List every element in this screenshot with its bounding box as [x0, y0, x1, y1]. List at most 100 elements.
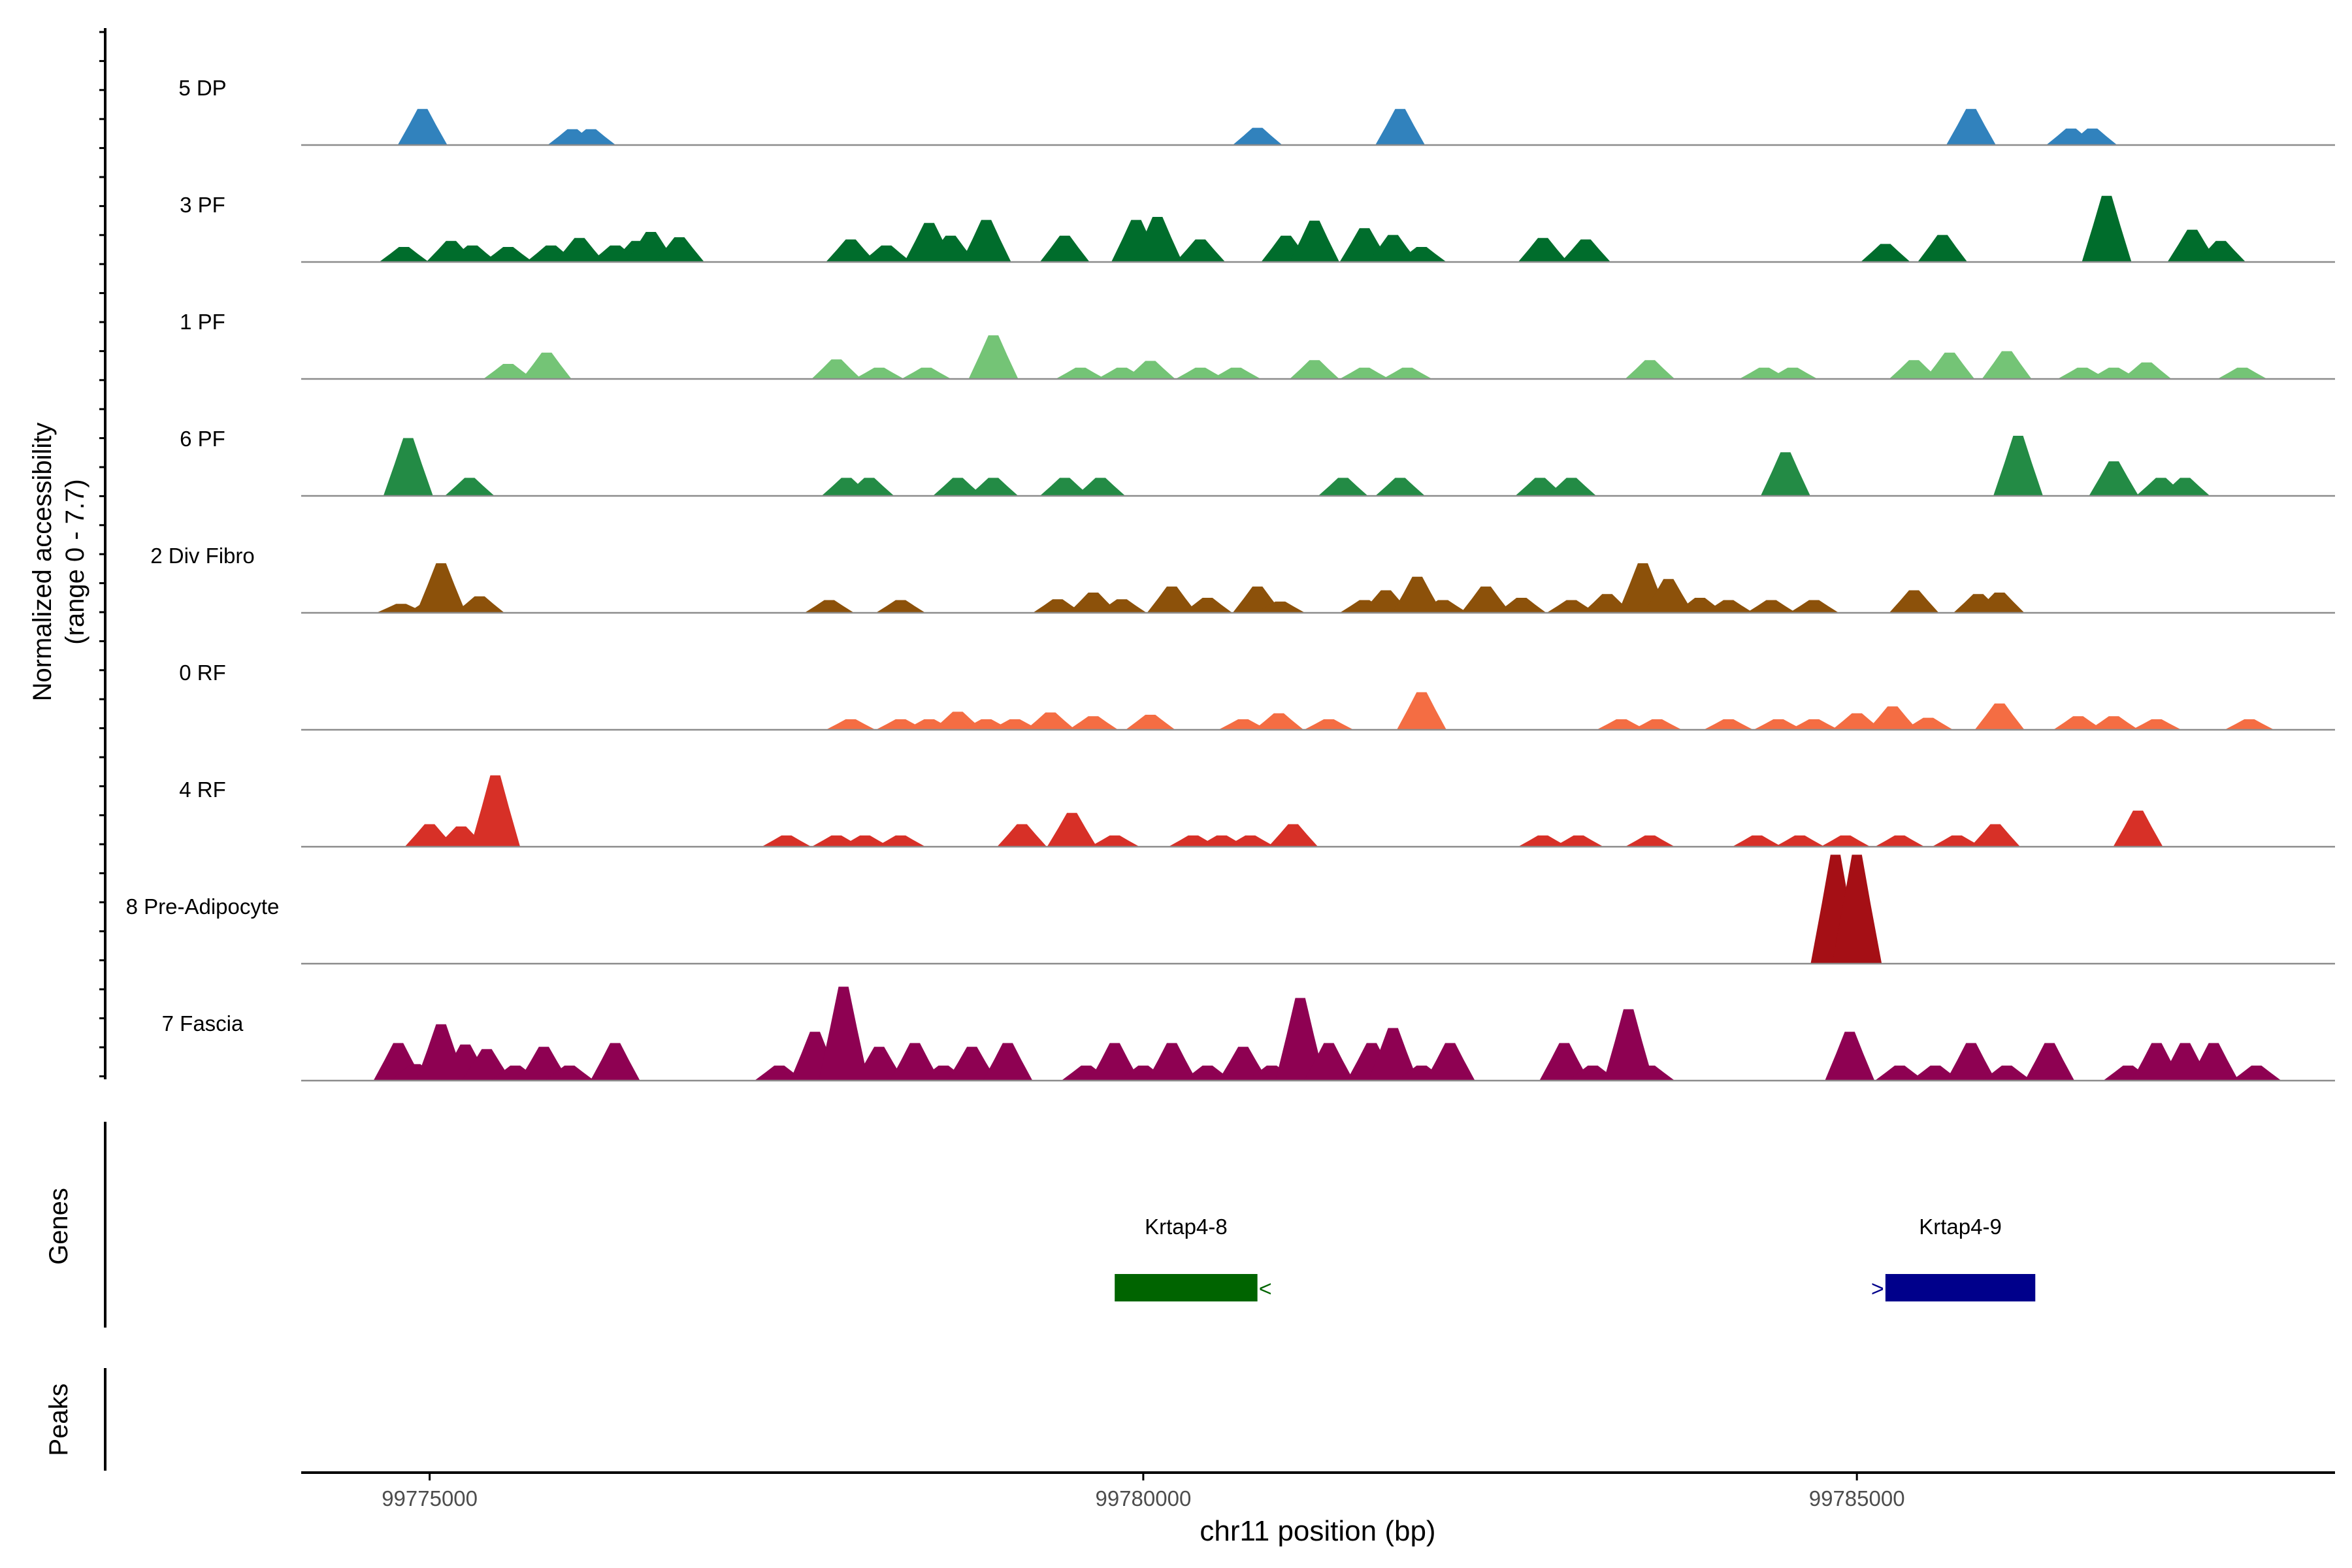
gene-track: < Krtap4-8 > Krtap4-9	[1115, 1215, 2036, 1301]
coverage-peak	[1874, 835, 1925, 847]
coverage-peak	[926, 235, 975, 262]
y-axis-ticks	[99, 31, 105, 1077]
coverage-peak	[1554, 835, 1604, 847]
strand-arrow-icon: >	[1871, 1277, 1884, 1301]
coverage-peak	[1396, 247, 1446, 262]
coverage-peak	[1754, 719, 1803, 730]
track-label: 2 Div Fibro	[150, 544, 255, 568]
coverage-peak	[1974, 703, 2025, 730]
track-6-pf: 6 PF	[180, 427, 2335, 497]
gene-krtap4-9: > Krtap4-9	[1871, 1215, 2036, 1301]
coverage-peak	[1925, 352, 1975, 379]
coverage-peak	[448, 245, 498, 262]
coverage-peak	[854, 367, 904, 379]
gene-body	[1115, 1274, 1258, 1301]
coverage-peak	[1774, 835, 1825, 847]
coverage-peak	[590, 1043, 640, 1081]
coverage-peak	[1125, 715, 1175, 730]
coverage-peak	[2189, 1043, 2239, 1081]
coverage-peak	[1290, 220, 1339, 262]
coverage-peak	[1290, 360, 1339, 379]
track-7-fascia: 7 Fascia	[162, 987, 2335, 1082]
coverage-peak	[1518, 238, 1568, 262]
track-0-rf: 0 RF	[179, 661, 2335, 731]
coverage-peak	[1255, 601, 1305, 613]
coverage-peak	[1375, 108, 1426, 145]
coverage-peak	[1303, 1043, 1354, 1081]
coverage-peak	[990, 719, 1040, 730]
coverage-peak	[2089, 461, 2139, 496]
coverage-peak	[1974, 593, 2025, 613]
coverage-peak	[1582, 594, 1632, 613]
coverage-peak	[566, 129, 616, 145]
coverage-peak	[1068, 716, 1119, 730]
coverage-peak	[2231, 1066, 2281, 1081]
track-label: 3 PF	[180, 193, 225, 217]
coverage-peak	[1732, 835, 1782, 847]
coverage-peak	[1396, 692, 1446, 730]
coverage-peak	[1982, 1066, 2032, 1081]
track-8-pre-adipocyte: 8 Pre-Adipocyte	[126, 855, 2335, 965]
coverage-peak	[2196, 240, 2246, 262]
coverage-peak	[1225, 835, 1275, 847]
track-1-pf: 1 PF	[180, 310, 2335, 380]
coverage-tracks: 5 DP 3 PF 1 PF 6 PF 2 Div Fibro 0 RF 4 RF 8 Pre…	[126, 76, 2335, 1082]
coverage-peak	[1970, 824, 2021, 847]
track-label: 6 PF	[180, 427, 225, 451]
coverage-peak	[811, 359, 862, 379]
coverage-peak	[1946, 108, 1996, 145]
coverage-peak	[1032, 599, 1083, 613]
coverage-peak	[875, 600, 926, 613]
coverage-peak	[1767, 367, 1818, 379]
coverage-peak	[1368, 235, 1418, 262]
coverage-peak	[2217, 367, 2267, 379]
coverage-peak	[1918, 235, 1968, 262]
coverage-peak	[1268, 824, 1318, 847]
track-label: 0 RF	[179, 661, 226, 685]
coverage-peak	[1183, 1066, 1233, 1081]
y-axis-title-line1: Normalized accessibility	[28, 423, 57, 702]
coverage-peak	[997, 824, 1047, 847]
coverage-peak	[826, 239, 876, 262]
coverage-peak	[1025, 712, 1075, 730]
genes-panel-label: Genes	[44, 1188, 73, 1265]
coverage-peak	[1055, 367, 1105, 379]
coverage-peak	[844, 478, 894, 496]
coverage-peak	[1889, 360, 1939, 379]
gene-label: Krtap4-8	[1145, 1215, 1228, 1239]
coverage-peak	[901, 367, 951, 379]
coverage-peak	[875, 835, 926, 847]
coverage-peak	[1910, 1066, 1961, 1081]
coverage-peak	[1703, 600, 1754, 613]
coverage-peak	[968, 478, 1019, 496]
coverage-peak	[1218, 1047, 1268, 1081]
coverage-peak	[1860, 244, 1910, 262]
coverage-peak	[861, 245, 911, 262]
coverage-peak	[1125, 361, 1175, 379]
coverage-peak	[1232, 127, 1282, 145]
track-5-dp: 5 DP	[178, 76, 2335, 146]
x-axis-ticks: 99775000 99780000 99785000	[382, 1473, 1905, 1511]
coverage-peak	[1889, 590, 1939, 613]
coverage-peak	[2082, 195, 2132, 262]
coverage-peak	[1903, 717, 1953, 730]
coverage-peak	[1039, 235, 1090, 262]
coverage-peak	[462, 1049, 512, 1081]
coverage-peak	[761, 835, 811, 847]
coverage-peak	[483, 364, 533, 379]
track-label: 4 RF	[179, 777, 226, 802]
coverage-peak	[804, 600, 855, 613]
coverage-peak	[1147, 1043, 1197, 1081]
coverage-peak	[1318, 478, 1368, 496]
coverage-peak	[1496, 598, 1546, 613]
coverage-peak	[1518, 835, 1568, 847]
coverage-peak	[397, 108, 448, 145]
coverage-peak	[854, 1047, 904, 1081]
coverage-peak	[483, 247, 533, 262]
coverage-peak	[1183, 598, 1233, 613]
coverage-peak	[1339, 367, 1390, 379]
x-tick-label: 99780000	[1095, 1486, 1191, 1511]
coverage-peak	[1546, 478, 1597, 496]
coverage-peak	[1625, 1066, 1675, 1081]
coverage-peak	[1147, 586, 1197, 613]
